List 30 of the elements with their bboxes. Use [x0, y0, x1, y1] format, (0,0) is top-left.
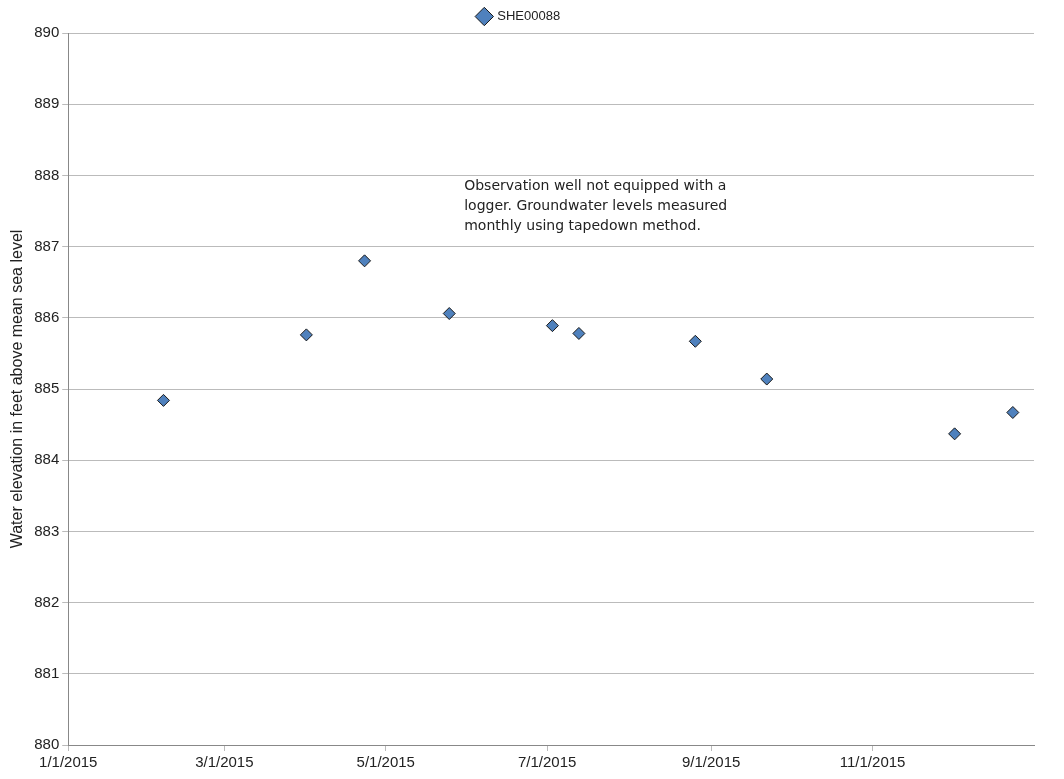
point: [572, 326, 586, 340]
point: [156, 393, 170, 407]
y-tick-label: 888: [34, 165, 60, 183]
x-tick-label: 5/1/2015: [356, 753, 415, 771]
y-tick-label: 882: [34, 592, 60, 610]
x-tick-label: 11/1/2015: [839, 753, 906, 771]
point: [545, 319, 559, 333]
y-tick-label: 884: [34, 450, 60, 468]
point: [442, 307, 456, 321]
legend-label: SHE00088: [497, 8, 561, 24]
x-tick-label: 1/1/2015: [39, 753, 98, 771]
y-axis-title: Water elevation in feet above mean sea level: [8, 229, 26, 549]
x-tick-label: 7/1/2015: [517, 753, 577, 771]
y-tick-label: 883: [34, 521, 60, 539]
x-tick-label: 3/1/2015: [195, 753, 254, 771]
y-tick-label: 889: [34, 94, 60, 112]
point: [358, 254, 372, 268]
y-tick-label: 881: [34, 663, 60, 681]
point: [1006, 406, 1020, 419]
point: [760, 372, 774, 386]
annotation: Observation well not equipped with a logger. Groundwater levels measured monthly using tapedown method.: [464, 176, 728, 233]
y-tick-label: 880: [34, 735, 60, 753]
y-tick-label: 885: [34, 379, 60, 397]
x-tick-label: 9/1/2015: [682, 753, 741, 771]
y-tick-label: 890: [34, 23, 60, 41]
y-tick-label: 887: [34, 236, 60, 254]
point: [688, 334, 702, 348]
y-tick-label: 886: [34, 307, 60, 325]
point: [948, 427, 962, 441]
point: [299, 328, 313, 342]
